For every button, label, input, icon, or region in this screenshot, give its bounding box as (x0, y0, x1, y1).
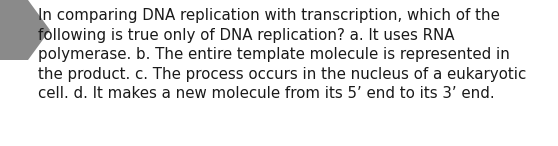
Text: In comparing DNA replication with transcription, which of the
following is true : In comparing DNA replication with transc… (38, 8, 526, 101)
Polygon shape (0, 0, 50, 60)
